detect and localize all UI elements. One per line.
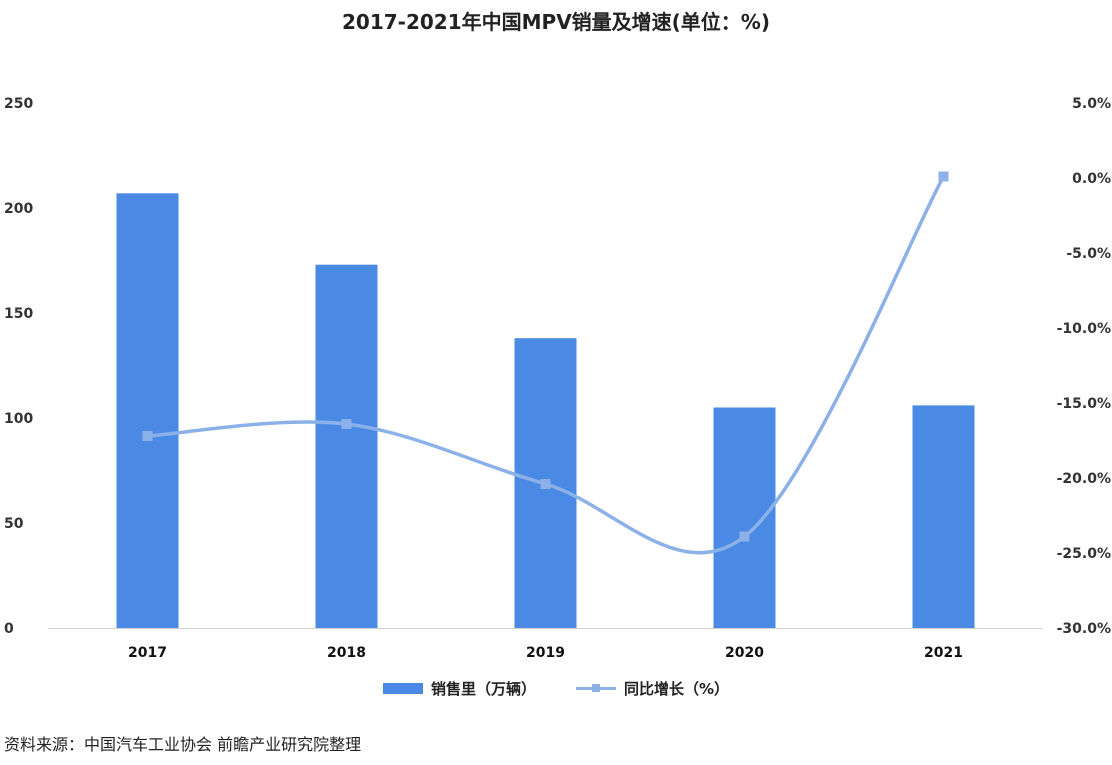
y-left-tick-label: 0 bbox=[4, 621, 14, 637]
legend-label-growth: 同比增长（%） bbox=[623, 680, 730, 698]
y-right-tick-label: -15.0% bbox=[1057, 396, 1111, 412]
bar-sales[interactable] bbox=[713, 407, 776, 629]
bar-sales[interactable] bbox=[912, 405, 975, 628]
x-tick-label: 2020 bbox=[725, 645, 764, 661]
y-left-tick-label: 50 bbox=[4, 516, 24, 532]
bar-sales[interactable] bbox=[315, 264, 378, 628]
legend-swatch-sales bbox=[382, 683, 423, 694]
y-right-tick-label: -5.0% bbox=[1066, 246, 1111, 262]
growth-point[interactable] bbox=[142, 431, 153, 441]
chart-title: 2017-2021年中国MPV销量及增速(单位：%) bbox=[342, 10, 770, 34]
y-right-tick-label: -30.0% bbox=[1057, 621, 1111, 637]
y-right-tick-label: 5.0% bbox=[1072, 96, 1111, 112]
legend-swatch-growth bbox=[575, 683, 616, 694]
bar-sales[interactable] bbox=[116, 193, 179, 629]
growth-point[interactable] bbox=[341, 419, 352, 429]
x-tick-label: 2019 bbox=[526, 645, 565, 661]
growth-line bbox=[145, 174, 946, 555]
x-tick-label: 2021 bbox=[924, 645, 963, 661]
source-note: 资料来源：中国汽车工业协会 前瞻产业研究院整理 bbox=[4, 735, 362, 754]
legend: 销售里（万辆） 同比增长（%） bbox=[0, 678, 1112, 699]
y-left-tick-label: 250 bbox=[4, 96, 33, 112]
y-right-tick-label: -20.0% bbox=[1057, 471, 1111, 487]
legend-item-sales[interactable]: 销售里（万辆） bbox=[382, 678, 536, 699]
legend-item-growth[interactable]: 同比增长（%） bbox=[575, 678, 730, 699]
y-right-tick-label: -10.0% bbox=[1057, 321, 1111, 337]
y-left-tick-label: 150 bbox=[4, 306, 33, 322]
legend-label-sales: 销售里（万辆） bbox=[430, 680, 536, 698]
y-right-tick-label: -25.0% bbox=[1057, 546, 1111, 562]
y-left-tick-label: 200 bbox=[4, 201, 33, 217]
growth-point[interactable] bbox=[540, 479, 551, 489]
growth-point[interactable] bbox=[739, 531, 750, 542]
x-tick-label: 2017 bbox=[128, 645, 167, 661]
x-tick-label: 2018 bbox=[327, 645, 366, 661]
y-right-tick-label: 0.0% bbox=[1072, 171, 1111, 187]
growth-point[interactable] bbox=[938, 171, 949, 182]
y-left-tick-label: 100 bbox=[4, 411, 33, 427]
